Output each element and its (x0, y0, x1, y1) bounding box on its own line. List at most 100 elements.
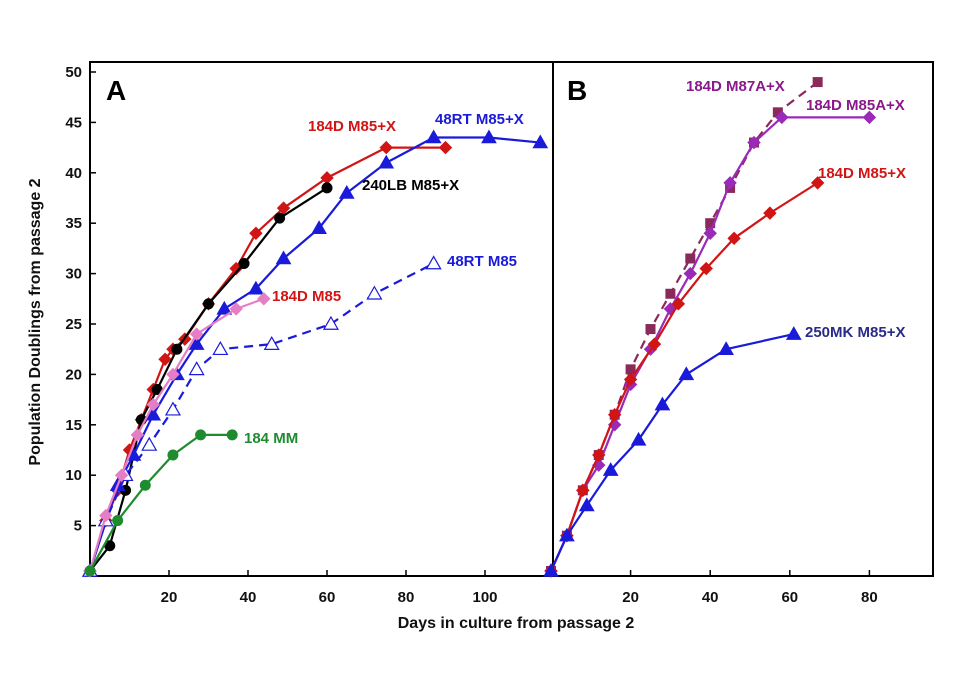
panel-a-series-48rt-m85-point (263, 335, 280, 351)
panel-a: A 20 40 60 80 100 5 10 15 20 25 30 35 40 45 50 184D M8… (65, 61, 554, 606)
panel-a-series-240lb-m85-x-point (321, 182, 333, 194)
panel-b-series-250mk-m85-x-point (654, 396, 671, 411)
panel-b-series-184d-m85a-x-point (775, 110, 789, 125)
panel-a-y-tick-label: 20 (65, 366, 82, 383)
panel-a-y-tick-label: 35 (65, 215, 82, 232)
panel-b-series-184d-m87a-x-point (685, 253, 696, 264)
panel-a-series-48rt-m85-x-point (145, 406, 162, 421)
panel-b-series-184d-m85-x-point (699, 261, 713, 276)
panel-b-series-250mk-m85-x-point (602, 462, 619, 476)
panel-a-series-48rt-m85-x-line (88, 136, 541, 572)
panel-b-series-250mk-m85-x-point (678, 366, 695, 381)
panel-a-label-184d-m85: 184D M85 (272, 288, 341, 305)
panel-a-label-184d-m85-x: 184D M85+X (308, 118, 396, 135)
panel-a-y-tick-label: 5 (74, 518, 82, 535)
panel-a-series-48rt-m85-point (212, 340, 229, 356)
panel-a-x-tick-label: 80 (398, 589, 415, 606)
panel-b-letter: B (567, 75, 587, 106)
panel-a-series-48rt-m85-x-point (311, 220, 327, 234)
panel-b-x-tick-label: 20 (622, 589, 639, 606)
x-axis-title: Days in culture from passage 2 (398, 615, 635, 632)
panel-b-series-184d-m87a-x-point (812, 77, 823, 88)
panel-a-series-48rt-m85-point (425, 255, 442, 270)
panel-a-series-48rt-m85-point (322, 315, 339, 330)
panel-a-y-tick-label: 15 (65, 417, 82, 434)
panel-b-series-184d-m85-x-point (647, 337, 662, 351)
panel-b-label-184d-m87a-x: 184D M87A+X (686, 78, 785, 95)
panel-a-y-tick-label: 40 (65, 165, 82, 182)
panel-b-series-250mk-m85-x-point (559, 527, 575, 542)
panel-a-series-184-mm-point (112, 515, 124, 527)
panel-b-series-184d-m85-x-point (810, 176, 825, 190)
panel-b-label-184d-m85a-x: 184D M85A+X (806, 97, 905, 114)
panel-a-series-184-mm-point (139, 479, 151, 491)
panel-a-series-184d-m85-point (166, 367, 180, 382)
panel-b-series-184d-m87a-x-point (625, 364, 636, 375)
panel-b-series-184d-m85-x-point (727, 231, 741, 246)
panel-a-labels: 184D M85+X 48RT M85+X 240LB M85+X 48RT M85 1… (244, 111, 524, 447)
panel-a-series-48rt-m85-point (366, 285, 383, 300)
y-axis-title: Population Doublings from passage 2 (27, 178, 44, 465)
panel-a-axes: 20 40 60 80 100 5 10 15 20 25 30 35 40 45 50 (65, 64, 497, 606)
panel-a-series-184d-m85-point (99, 508, 113, 523)
panel-a-y-tick-label: 30 (65, 266, 82, 283)
panel-b-series-184d-m87a-x-point (665, 288, 676, 299)
panel-a-series-240lb-m85-x-point (238, 258, 250, 270)
panel-a-series-184d-m85-x-point (379, 140, 393, 155)
panel-b-series-184d-m85-x-point (763, 206, 777, 220)
panel-b-series-184d-m85-x-point (623, 372, 638, 387)
panel-b-series-184d-m85-x-point (607, 408, 622, 422)
panel-a-series-240lb-m85-x-point (171, 343, 183, 355)
panel-a-series-184d-m85-x-point (249, 226, 263, 240)
panel-a-series-48rt-m85-x-point (378, 154, 395, 169)
panel-a-series-48rt-m85 (81, 255, 442, 577)
panel-a-series-48rt-m85-x-point (425, 129, 442, 144)
panel-b-labels: 184D M87A+X 184D M85A+X 184D M85+X 250MK M8… (686, 78, 906, 341)
panel-b-series-250mk-m85-x-line (549, 333, 795, 572)
panel-a-series-240lb-m85-x-line (89, 186, 328, 572)
panel-a-label-240lb-m85-x: 240LB M85+X (362, 177, 459, 194)
panel-a-series-184d-m85-point (229, 302, 243, 316)
panel-a-x-tick-label: 20 (161, 589, 178, 606)
panel-b-series-184d-m85-x-point (671, 297, 686, 311)
panel-a-series-240lb-m85-x (84, 182, 333, 577)
panel-a-series-48rt-m85-x (82, 129, 549, 577)
panel-a-series-48rt-m85-point (141, 436, 158, 451)
panel-a-series-184d-m85-point (257, 292, 271, 306)
panel-b-series-250mk-m85-x-point (543, 562, 559, 577)
panel-a-letter: A (106, 75, 126, 106)
panel-b-series-184d-m85-x-line (549, 181, 819, 572)
panel-b-x-tick-label: 40 (702, 589, 719, 606)
panel-a-series-48rt-m85-x-point (216, 300, 233, 315)
panel-a-series-48rt-m85-point (188, 361, 205, 376)
panel-a-series-184-mm-point (226, 429, 238, 441)
panel-b-series-184d-m85a-x-point (723, 176, 737, 190)
panel-b-series-250mk-m85-x (543, 326, 802, 577)
panel-a-series-184-mm (84, 429, 238, 577)
panel-b-series-184d-m85a-x-point (703, 226, 717, 240)
panel-a-series-184d-m85-x-line (88, 146, 446, 572)
panel-a-x-tick-label: 40 (240, 589, 257, 606)
panel-b-series-184d-m85-x-point (592, 448, 606, 462)
panel-a-y-tick-label: 25 (65, 316, 82, 333)
panel-b-series-250mk-m85-x-point (578, 497, 595, 512)
panel-b-axes: 20 40 60 80 (622, 570, 878, 606)
panel-a-series-184-mm-point (84, 565, 96, 577)
panel-a-series-48rt-m85-x-point (275, 250, 292, 265)
panel-a-series-184d-m85-point (114, 468, 129, 482)
panel-b-series-250mk-m85-x-point (630, 431, 647, 446)
panel-a-y-tick-label: 45 (65, 114, 82, 131)
panel-b-series-250mk-m85-x-point (785, 326, 802, 340)
panel-a-label-48rt-m85: 48RT M85 (447, 253, 517, 270)
panel-b-x-tick-label: 80 (861, 589, 878, 606)
panel-b-frame (552, 61, 934, 577)
panel-a-series-240lb-m85-x-point (203, 298, 214, 310)
panel-a-label-184-mm: 184 MM (244, 430, 298, 447)
panel-a-series-184d-m85-point (189, 327, 204, 341)
panel-a-series-48rt-m85-x-point (532, 134, 549, 149)
panel-b-series-184d-m87a-x-point (645, 324, 656, 335)
panel-a-series-184d-m85-point (146, 397, 160, 412)
panel-b-series-184d-m85a-x-point (683, 266, 698, 281)
